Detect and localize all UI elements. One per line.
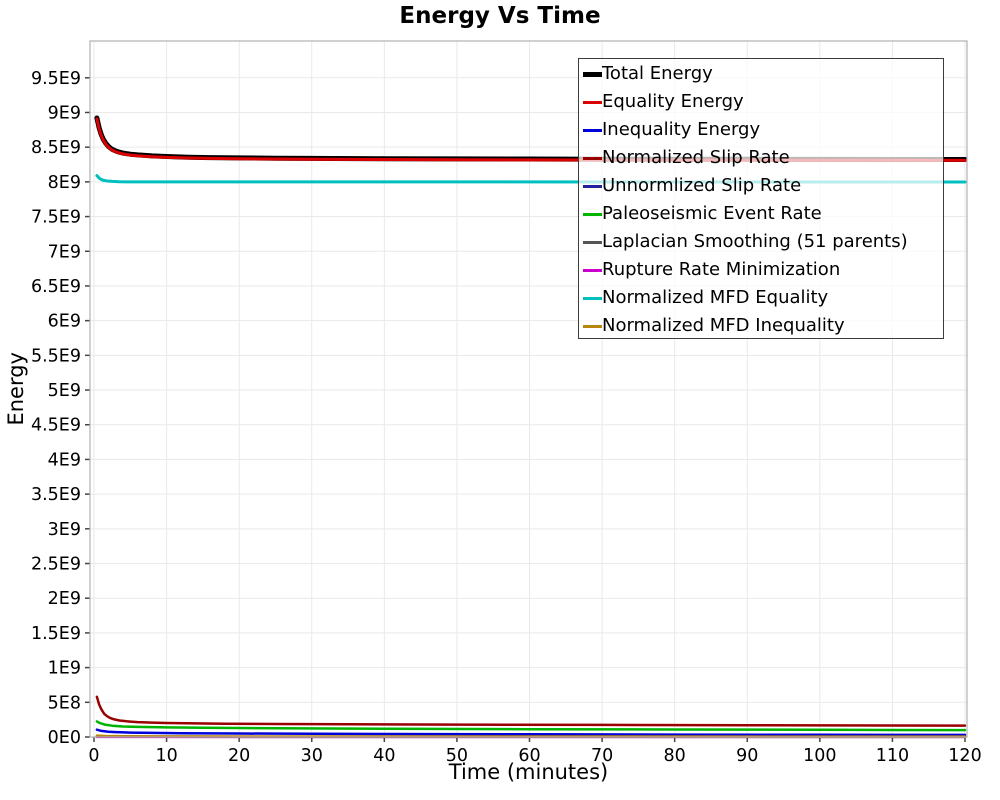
y-tick-label: 5E9 [48,381,81,401]
legend-label: Unnormlized Slip Rate [602,175,802,196]
series-line-inequality-energy [95,728,967,737]
x-tick-label: 60 [518,746,540,766]
legend-label: Normalized MFD Equality [602,287,829,308]
legend-label: Total Energy [602,63,713,84]
y-tick-label: 3E9 [48,520,81,540]
y-tick-label: 1E9 [48,659,81,679]
y-tick-label: 7E9 [48,242,81,262]
y-tick-label: 6E9 [48,312,81,332]
x-axis-label: Time (minutes) [448,760,609,784]
y-axis-label: Energy [4,352,28,426]
legend-line-swatch [583,100,602,104]
x-tick-label: 20 [228,746,250,766]
legend-item-equality-energy: Equality Energy [583,88,943,116]
x-tick-label: 30 [301,746,323,766]
y-tick-label: 8E9 [48,173,81,193]
y-axis-label-wrap: Energy [4,41,28,737]
y-tick-label: 7.5E9 [31,208,81,228]
legend-item-normalized-mfd-equality: Normalized MFD Equality [583,284,943,312]
legend-label: Normalized Slip Rate [602,147,790,168]
legend: Total Energy Equality Energy Inequality En… [578,58,944,339]
series-line-normalized-mfd-equality [95,174,967,184]
legend-line-swatch [583,324,602,328]
legend-line-swatch [583,184,602,188]
x-tick-label: 50 [446,746,468,766]
chart-title: Energy Vs Time [399,3,601,29]
x-tick-label: 70 [591,746,613,766]
series-line-paleoseismic-event-rate [95,720,967,732]
legend-item-inequality-energy: Inequality Energy [583,116,943,144]
x-tick-label: 0 [88,746,99,766]
legend-line-swatch [583,296,602,300]
y-tick-label: 9E9 [48,103,81,123]
series-line-normalized-slip-rate [95,695,967,727]
plot-border [89,40,968,738]
legend-line-swatch [583,268,602,272]
y-tick-label: 4E9 [48,450,81,470]
legend-line-swatch [583,212,602,216]
legend-label: Equality Energy [602,91,744,112]
x-tick-label: 100 [803,746,836,766]
legend-label: Rupture Rate Minimization [602,259,841,280]
legend-label: Normalized MFD Inequality [602,315,845,336]
legend-label: Inequality Energy [602,119,761,140]
legend-line-swatch [583,128,602,132]
legend-label: Paleoseismic Event Rate [602,203,822,224]
legend-item-unnormlized-slip-rate: Unnormlized Slip Rate [583,172,943,200]
y-tick-label: 2.5E9 [31,555,81,575]
y-tick-label: 9.5E9 [31,69,81,89]
legend-line-swatch [583,156,602,160]
legend-line-swatch [583,240,602,244]
legend-item-rupture-rate-minimization: Rupture Rate Minimization [583,256,943,284]
y-tick-label: 5E8 [48,693,81,713]
y-tick-label: 6.5E9 [31,277,81,297]
legend-item-normalized-slip-rate: Normalized Slip Rate [583,144,943,172]
legend-line-swatch [583,71,602,77]
x-tick-label: 80 [664,746,686,766]
x-tick-label: 90 [736,746,758,766]
y-tick-label: 0E0 [48,728,81,748]
y-tick-label: 5.5E9 [31,346,81,366]
legend-item-normalized-mfd-inequality: Normalized MFD Inequality [583,312,943,340]
x-tick-label: 120 [948,746,981,766]
legend-item-paleoseismic-event-rate: Paleoseismic Event Rate [583,200,943,228]
x-tick-label: 110 [876,746,909,766]
y-tick-label: 4.5E9 [31,416,81,436]
legend-item-laplacian-smoothing-51-parents: Laplacian Smoothing (51 parents) [583,228,943,256]
y-tick-label: 2E9 [48,589,81,609]
x-tick-label: 40 [373,746,395,766]
y-tick-label: 3.5E9 [31,485,81,505]
y-tick-label: 8.5E9 [31,138,81,158]
legend-label: Laplacian Smoothing (51 parents) [602,231,908,252]
legend-item-total-energy: Total Energy [583,60,943,88]
x-tick-label: 10 [155,746,177,766]
y-tick-label: 1.5E9 [31,624,81,644]
